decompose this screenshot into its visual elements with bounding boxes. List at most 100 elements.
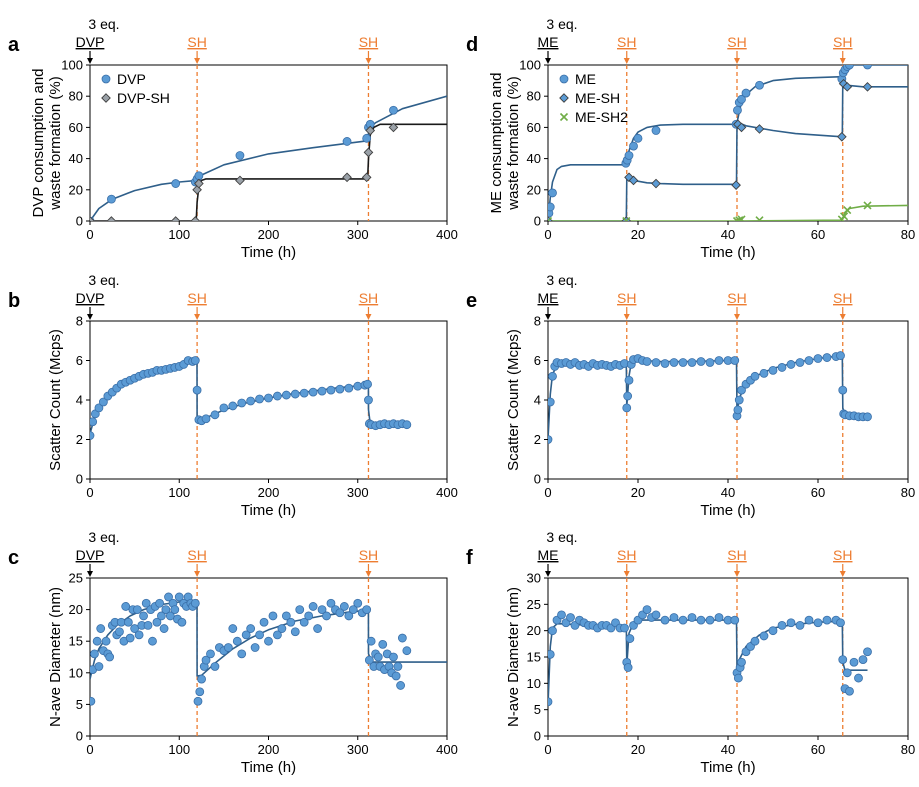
y-tick-label: 20 <box>69 602 83 617</box>
event-arrowhead <box>839 571 846 577</box>
data-point <box>206 649 215 659</box>
event-label: SH <box>617 34 636 50</box>
data-point <box>548 626 557 636</box>
data-point <box>733 105 742 115</box>
data-point <box>838 655 848 665</box>
panel-letter: a <box>8 34 20 56</box>
data-point <box>795 621 805 630</box>
data-point <box>402 420 412 430</box>
data-point <box>123 617 133 627</box>
data-point <box>786 618 796 628</box>
data-point <box>130 624 140 633</box>
data-point <box>548 188 557 198</box>
panel-letter: c <box>8 547 19 569</box>
data-point <box>822 615 832 625</box>
data-point <box>730 356 740 365</box>
data-point <box>90 417 98 427</box>
legend-label: DVP-SH <box>117 90 170 106</box>
plot-area <box>90 95 447 221</box>
data-point <box>705 615 715 625</box>
data-point <box>548 435 553 444</box>
y-tick-label: 0 <box>534 214 541 229</box>
x-tick-label: 300 <box>347 742 369 757</box>
event-label: DVP <box>76 290 105 306</box>
legend-label: DVP <box>117 71 146 87</box>
data-point <box>625 634 635 643</box>
data-point <box>389 652 398 662</box>
data-point <box>94 662 104 671</box>
fit-line <box>90 123 447 221</box>
data-point <box>246 624 256 633</box>
event-label-top: 3 eq. <box>546 529 577 545</box>
data-point <box>840 212 849 221</box>
data-point <box>96 624 106 633</box>
data-point <box>854 673 863 683</box>
x-tick-label: 0 <box>544 742 551 757</box>
data-point <box>622 403 632 413</box>
x-tick-label: 300 <box>347 485 369 500</box>
data-point <box>342 137 352 146</box>
y-axis-label: waste formation (%) <box>47 76 64 210</box>
data-point <box>353 598 363 608</box>
data-point <box>804 615 814 625</box>
panel-b: 0 100 200 300 400 0 2 4 6 8 Time (h) Scatter Count … <box>8 272 458 519</box>
x-tick-label: 200 <box>258 485 280 500</box>
plot-frame <box>547 320 909 480</box>
event-label-top: 3 eq. <box>88 529 119 545</box>
y-tick-label: 20 <box>527 623 541 638</box>
data-point <box>125 633 135 643</box>
data-point <box>628 175 639 186</box>
data-point <box>863 412 872 422</box>
data-point <box>548 202 555 212</box>
event-label: SH <box>727 34 746 50</box>
legend-marker <box>559 74 569 84</box>
data-point <box>651 610 661 620</box>
y-axis-label: ME consumption and <box>488 73 505 214</box>
x-tick-label: 100 <box>168 227 190 242</box>
data-point <box>115 627 124 637</box>
event-arrowhead <box>734 58 740 64</box>
data-point <box>364 395 373 405</box>
x-tick-label: 60 <box>811 742 825 757</box>
data-point <box>845 65 854 70</box>
data-point <box>863 65 872 70</box>
plot-area <box>90 592 447 706</box>
event-label: SH <box>187 290 206 306</box>
data-point <box>344 383 354 393</box>
y-tick-label: 4 <box>76 393 83 408</box>
data-point <box>391 671 401 681</box>
panel-f: 0 20 40 60 80 0 5 10 15 20 25 30 Time (h) N-ave Diame… <box>466 529 915 776</box>
data-point <box>171 179 181 188</box>
data-point <box>836 351 845 360</box>
data-point <box>396 681 405 690</box>
fit-line <box>548 65 908 221</box>
y-tick-label: 0 <box>76 729 83 744</box>
panel-c: 0 100 200 300 400 0 5 10 15 20 25 Time (h) N-ave Dia… <box>8 529 458 776</box>
data-point <box>326 598 336 608</box>
y-tick-label: 5 <box>76 697 83 712</box>
data-point <box>750 371 760 381</box>
data-point <box>92 636 102 646</box>
data-point <box>264 636 273 646</box>
data-point <box>759 631 769 641</box>
event-label-top: 3 eq. <box>88 272 119 288</box>
data-point <box>235 151 245 160</box>
x-tick-label: 40 <box>721 485 735 500</box>
data-point <box>822 353 832 362</box>
fit-line <box>548 204 908 221</box>
data-point <box>620 623 629 633</box>
y-tick-label: 40 <box>69 151 83 166</box>
event-label: SH <box>359 290 378 306</box>
fit-line <box>548 619 868 705</box>
event-arrowhead <box>545 571 551 577</box>
legend-marker <box>559 93 569 103</box>
data-point <box>223 643 233 652</box>
y-tick-label: 8 <box>534 314 541 329</box>
x-tick-label: 0 <box>86 742 93 757</box>
data-point <box>696 357 706 366</box>
data-point <box>750 636 760 646</box>
data-point <box>299 617 309 627</box>
data-point <box>629 141 638 151</box>
event-label: SH <box>359 547 378 563</box>
